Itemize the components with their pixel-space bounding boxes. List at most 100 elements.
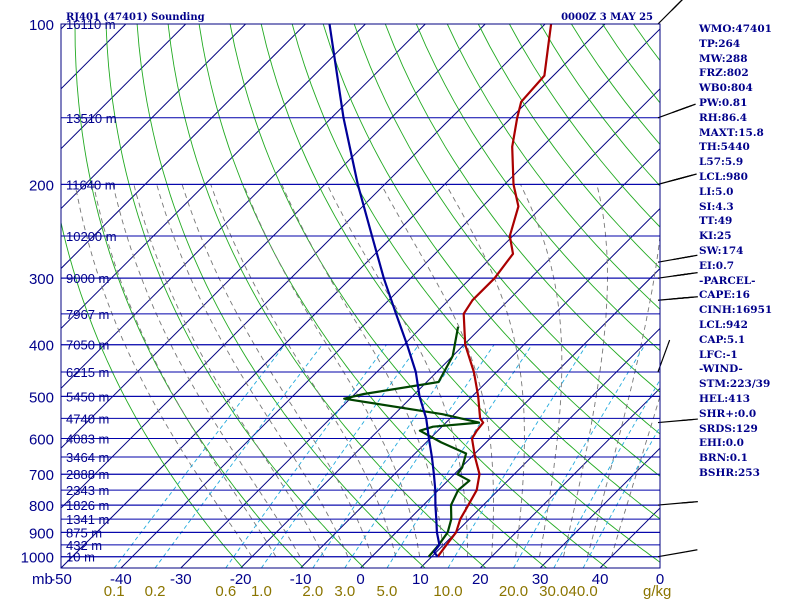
isotherm-line (539, 447, 660, 568)
mixing-ratio-label: 0.2 (145, 583, 166, 600)
sounding-index-item: SW:174 (699, 244, 744, 257)
chart-title: RJ401 (47401) Sounding (66, 12, 205, 23)
sounding-index-item: LCL:980 (699, 170, 748, 183)
wind-barb-flag (669, 298, 676, 300)
height-label: 16110 m (66, 17, 116, 32)
temperature-tick-label: 20 (472, 571, 489, 588)
wind-barb-flag (681, 501, 694, 504)
wind-barb-flag (671, 5, 677, 11)
sounding-index-item: RH:86.4 (699, 111, 748, 124)
isotherm-line (420, 327, 660, 568)
moist-adiabat-line (586, 232, 660, 557)
wind-barb-flag (676, 106, 688, 112)
sounding-index-item: LFC:-1 (699, 348, 738, 361)
isotherm-line (61, 24, 306, 270)
sounding-index-item: LI:5.0 (699, 185, 734, 198)
mixing-ratio-line (386, 344, 533, 568)
sounding-index-item: L57:5.9 (699, 156, 744, 169)
isotherm-line (240, 147, 660, 568)
chart-datetime: 0000Z 3 MAY 25 (561, 12, 653, 23)
height-label: 1341 m (66, 512, 109, 527)
sounding-index-item: EI:0.7 (699, 259, 735, 272)
mixing-ratio-line (225, 344, 387, 568)
pressure-tick-label: 800 (29, 498, 54, 515)
mixing-ratio-label: 3.0 (334, 583, 355, 600)
dry-adiabat-line (61, 220, 244, 568)
wind-barb (657, 0, 683, 25)
dry-adiabat-line (105, 24, 365, 568)
dry-adiabat-line (198, 24, 547, 568)
temperature-profile-line (436, 24, 553, 558)
isotherm-line (120, 28, 660, 568)
height-label: 875 m (66, 525, 102, 540)
sounding-index-item: WB0:804 (699, 82, 753, 95)
moist-adiabat-line (112, 184, 301, 557)
dry-adiabat-line (446, 24, 660, 310)
sounding-index-item: WMO:47401 (699, 23, 772, 35)
wind-barb-flag (673, 273, 686, 277)
pressure-tick-label: 500 (29, 389, 54, 406)
isotherm-line (61, 24, 246, 210)
isotherm-line (61, 24, 546, 509)
mixing-ratio-label: 2.0 (302, 583, 323, 600)
pressure-tick-label: 200 (29, 177, 54, 194)
moist-adiabat-line (243, 184, 421, 557)
dry-adiabat-line (384, 24, 660, 393)
isotherm-line (61, 24, 606, 568)
dry-adiabat-line (167, 24, 487, 568)
height-label: 7967 m (66, 307, 109, 322)
mixing-ratio-line (513, 344, 646, 568)
mixing-ratio-label: 0.6 (215, 583, 236, 600)
height-label: 7050 m (66, 338, 109, 353)
height-label: 4740 m (66, 411, 109, 426)
parcel-profile-line (328, 24, 441, 558)
height-label: 4083 m (66, 432, 109, 447)
isotherm-line (300, 207, 660, 568)
isotherm-line (61, 24, 187, 150)
wind-barb-flag (667, 339, 671, 346)
dry-adiabat-line (322, 24, 660, 477)
sounding-index-item: CAPE:16 (699, 289, 750, 302)
wind-barb (657, 418, 698, 424)
pressure-tick-label: 100 (29, 17, 54, 34)
dewpoint-profile-line (343, 326, 481, 558)
dry-adiabat-line (477, 24, 660, 269)
sounding-index-item: BRN:0.1 (699, 452, 748, 465)
pressure-tick-label: 300 (29, 271, 54, 288)
temperature-tick-label: -40 (110, 571, 132, 588)
wind-barb (657, 549, 698, 558)
height-label: 13510 m (66, 111, 117, 126)
sounding-index-item: -PARCEL- (699, 274, 756, 287)
wind-barb (657, 501, 698, 506)
wind-barb-staff (657, 502, 686, 506)
wind-barb-flag (673, 257, 680, 261)
isotherm-line (61, 24, 67, 30)
height-label: 5450 m (66, 389, 109, 404)
mixing-ratio-line (261, 344, 420, 568)
moist-adiabat-line (74, 184, 253, 557)
dry-adiabat-line (260, 24, 660, 563)
height-label: 10200 m (66, 229, 117, 244)
moist-adiabat-line (93, 184, 277, 557)
mixing-ratio-label: 1.0 (251, 583, 272, 600)
dry-adiabat-line (291, 24, 660, 520)
temperature-tick-label: 0 (656, 571, 664, 588)
wind-barb (657, 296, 698, 301)
sounding-index-item: -WIND- (699, 363, 743, 376)
pressure-tick-label: 400 (29, 338, 54, 355)
height-label: 10 m (66, 550, 95, 565)
wind-barb (657, 103, 696, 119)
sounding-index-item: TP:264 (699, 37, 741, 50)
wind-barb-flag (685, 549, 698, 553)
height-label: 11640 m (66, 177, 116, 192)
mixing-ratio-line (344, 344, 495, 568)
mixing-ratio-unit: g/kg (643, 583, 671, 600)
wind-barb (657, 272, 698, 279)
mixing-ratio-line (312, 344, 466, 568)
sounding-index-item: EHI:0.0 (699, 437, 744, 450)
temperature-tick-label: -30 (170, 571, 192, 588)
height-label: 6215 m (66, 365, 109, 380)
height-label: 2343 m (66, 483, 109, 498)
isotherm-line (61, 24, 426, 390)
